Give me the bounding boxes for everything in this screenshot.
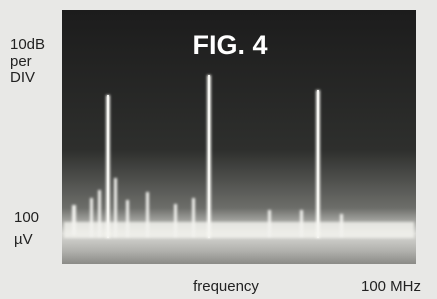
x-axis-label: frequency	[193, 278, 259, 295]
x-end-label: 100 MHz	[361, 278, 421, 295]
y-scale-label: 10dB	[10, 36, 45, 53]
reference-level: 100	[14, 209, 39, 226]
reference-unit: µV	[14, 231, 33, 248]
y-scale-label: DIV	[10, 69, 35, 86]
y-scale-label: per	[10, 53, 32, 70]
figure-title: FIG. 4	[192, 30, 267, 60]
figure: FIG. 4 10dB per DIV 100 µV frequency 100…	[0, 0, 437, 299]
